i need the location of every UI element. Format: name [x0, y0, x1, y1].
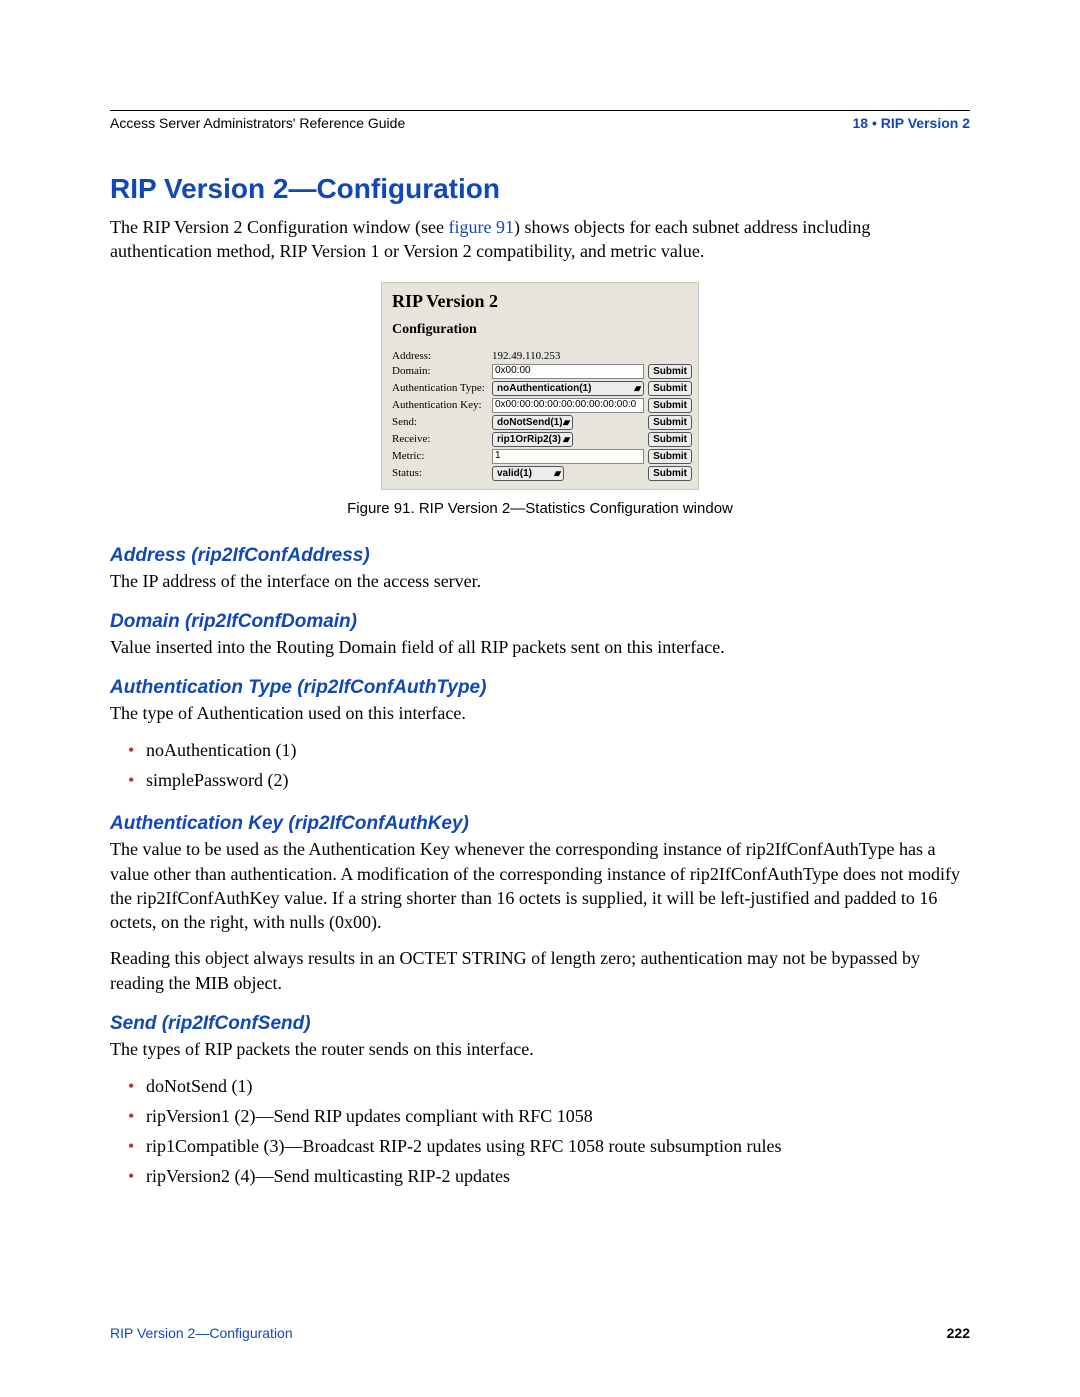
label-send: Send:: [392, 416, 492, 428]
figure-caption: Figure 91. RIP Version 2—Statistics Conf…: [110, 500, 970, 517]
list-item: simplePassword (2): [128, 767, 970, 795]
label-receive: Receive:: [392, 433, 492, 445]
submit-send[interactable]: Submit: [648, 415, 692, 430]
section-authkey-p1: The value to be used as the Authenticati…: [110, 837, 970, 934]
section-authtype-p: The type of Authentication used on this …: [110, 701, 970, 725]
config-window: RIP Version 2 Configuration Address: 192…: [381, 282, 699, 490]
config-window-title: RIP Version 2: [392, 291, 692, 312]
footer-left: RIP Version 2—Configuration: [110, 1325, 293, 1341]
label-domain: Domain:: [392, 365, 492, 377]
header-right: 18 • RIP Version 2: [853, 115, 970, 131]
select-authtype-value: noAuthentication(1): [497, 383, 591, 394]
section-domain-p: Value inserted into the Routing Domain f…: [110, 635, 970, 659]
input-metric[interactable]: 1: [492, 449, 644, 464]
intro-a: The RIP Version 2 Configuration window (…: [110, 217, 448, 237]
label-status: Status:: [392, 467, 492, 479]
value-address: 192.49.110.253: [492, 350, 692, 362]
header-left: Access Server Administrators' Reference …: [110, 115, 405, 131]
input-domain[interactable]: 0x00:00: [492, 364, 644, 379]
section-send-h: Send (rip2IfConfSend): [110, 1013, 970, 1035]
list-item: doNotSend (1): [128, 1073, 970, 1101]
select-receive[interactable]: rip1OrRip2(3) ▴▾: [492, 432, 573, 447]
list-item: ripVersion1 (2)—Send RIP updates complia…: [128, 1103, 970, 1131]
row-send: Send: doNotSend(1) ▴▾ Submit: [392, 415, 692, 430]
label-address: Address:: [392, 350, 492, 362]
select-arrows-icon: ▴▾: [563, 417, 568, 428]
intro-paragraph: The RIP Version 2 Configuration window (…: [110, 215, 970, 264]
authtype-list: noAuthentication (1) simplePassword (2): [110, 737, 970, 795]
list-item: ripVersion2 (4)—Send multicasting RIP-2 …: [128, 1163, 970, 1191]
list-item: rip1Compatible (3)—Broadcast RIP-2 updat…: [128, 1133, 970, 1161]
section-authkey-h: Authentication Key (rip2IfConfAuthKey): [110, 813, 970, 835]
page-footer: RIP Version 2—Configuration 222: [110, 1325, 970, 1341]
row-receive: Receive: rip1OrRip2(3) ▴▾ Submit: [392, 432, 692, 447]
select-send[interactable]: doNotSend(1) ▴▾: [492, 415, 573, 430]
section-authkey-p2: Reading this object always results in an…: [110, 946, 970, 995]
section-address-p: The IP address of the interface on the a…: [110, 569, 970, 593]
select-arrows-icon: ▴▾: [563, 434, 568, 445]
row-authkey: Authentication Key: 0x00:00:00:00:00:00:…: [392, 398, 692, 413]
section-send-p: The types of RIP packets the router send…: [110, 1037, 970, 1061]
figure-link[interactable]: figure 91: [448, 217, 513, 237]
section-authtype-h: Authentication Type (rip2IfConfAuthType): [110, 677, 970, 699]
list-item: noAuthentication (1): [128, 737, 970, 765]
label-authkey: Authentication Key:: [392, 399, 492, 411]
submit-status[interactable]: Submit: [648, 466, 692, 481]
page-title: RIP Version 2—Configuration: [110, 173, 970, 205]
select-receive-value: rip1OrRip2(3): [497, 434, 561, 445]
row-status: Status: valid(1) ▴▾ Submit: [392, 466, 692, 481]
row-authtype: Authentication Type: noAuthentication(1)…: [392, 381, 692, 396]
config-window-subtitle: Configuration: [392, 322, 692, 338]
input-authkey[interactable]: 0x00:00:00:00:00:00:00:00:00:0: [492, 398, 644, 413]
page-header: Access Server Administrators' Reference …: [110, 115, 970, 131]
submit-metric[interactable]: Submit: [648, 449, 692, 464]
section-domain-h: Domain (rip2IfConfDomain): [110, 611, 970, 633]
select-status[interactable]: valid(1) ▴▾: [492, 466, 564, 481]
row-domain: Domain: 0x00:00 Submit: [392, 364, 692, 379]
label-authtype: Authentication Type:: [392, 382, 492, 394]
submit-domain[interactable]: Submit: [648, 364, 692, 379]
footer-page-number: 222: [947, 1325, 970, 1341]
select-arrows-icon: ▴▾: [634, 383, 639, 394]
select-status-value: valid(1): [497, 468, 532, 479]
select-arrows-icon: ▴▾: [554, 468, 559, 479]
submit-receive[interactable]: Submit: [648, 432, 692, 447]
label-metric: Metric:: [392, 450, 492, 462]
submit-authkey[interactable]: Submit: [648, 398, 692, 413]
send-list: doNotSend (1) ripVersion1 (2)—Send RIP u…: [110, 1073, 970, 1191]
row-address: Address: 192.49.110.253: [392, 350, 692, 362]
header-rule: [110, 110, 970, 111]
row-metric: Metric: 1 Submit: [392, 449, 692, 464]
select-authtype[interactable]: noAuthentication(1) ▴▾: [492, 381, 644, 396]
submit-authtype[interactable]: Submit: [648, 381, 692, 396]
select-send-value: doNotSend(1): [497, 417, 563, 428]
section-address-h: Address (rip2IfConfAddress): [110, 545, 970, 567]
